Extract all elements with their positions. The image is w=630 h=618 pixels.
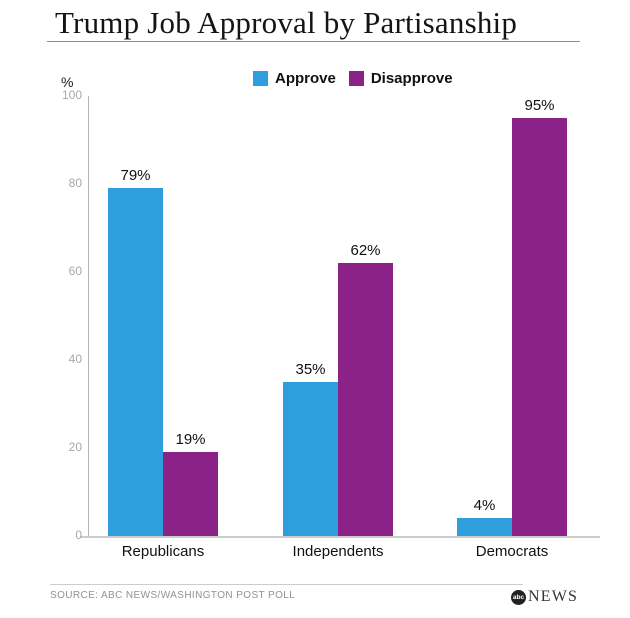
value-label-disapprove-republicans: 19% xyxy=(175,431,206,448)
legend-label-disapprove: Disapprove xyxy=(370,70,453,87)
chart-legend: Approve Disapprove xyxy=(253,70,453,87)
source-credit: SOURCE: ABC NEWS/WASHINGTON POST POLL xyxy=(50,590,296,601)
bar-approve-democrats xyxy=(457,518,512,536)
category-label-democrats: Democrats xyxy=(475,543,549,560)
legend-label-approve: Approve xyxy=(275,70,336,87)
y-axis-unit-label: % xyxy=(61,74,74,90)
x-axis-line xyxy=(80,536,600,538)
y-tick-label-80: 80 xyxy=(68,176,82,190)
y-tick-label-60: 60 xyxy=(68,264,82,278)
value-label-approve-independents: 35% xyxy=(295,361,326,378)
abc-news-logo: abc NEWS xyxy=(511,588,578,606)
category-label-independents: Independents xyxy=(292,543,384,560)
legend-item-approve: Approve xyxy=(253,70,336,87)
value-label-approve-democrats: 4% xyxy=(473,497,496,514)
bar-approve-independents xyxy=(283,382,338,536)
footer-divider xyxy=(50,584,523,585)
title-divider xyxy=(47,41,580,42)
value-label-approve-republicans: 79% xyxy=(120,167,151,184)
y-tick-label-0: 0 xyxy=(75,528,82,542)
value-label-disapprove-independents: 62% xyxy=(350,242,381,259)
bar-approve-republicans xyxy=(108,188,163,536)
legend-item-disapprove: Disapprove xyxy=(348,70,453,87)
bar-disapprove-republicans xyxy=(163,452,218,536)
approve-swatch-icon xyxy=(253,71,268,86)
y-tick-label-20: 20 xyxy=(68,440,82,454)
value-label-disapprove-democrats: 95% xyxy=(524,97,555,114)
y-tick-label-40: 40 xyxy=(68,352,82,366)
page-title: Trump Job Approval by Partisanship xyxy=(55,5,518,40)
bar-disapprove-democrats xyxy=(512,118,567,536)
category-label-republicans: Republicans xyxy=(121,543,205,560)
y-axis-line xyxy=(88,96,89,536)
bar-disapprove-independents xyxy=(338,263,393,536)
disapprove-swatch-icon xyxy=(348,71,364,86)
news-wordmark: NEWS xyxy=(528,588,579,605)
abc-circle-icon: abc xyxy=(511,589,526,605)
y-tick-label-100: 100 xyxy=(61,88,82,102)
